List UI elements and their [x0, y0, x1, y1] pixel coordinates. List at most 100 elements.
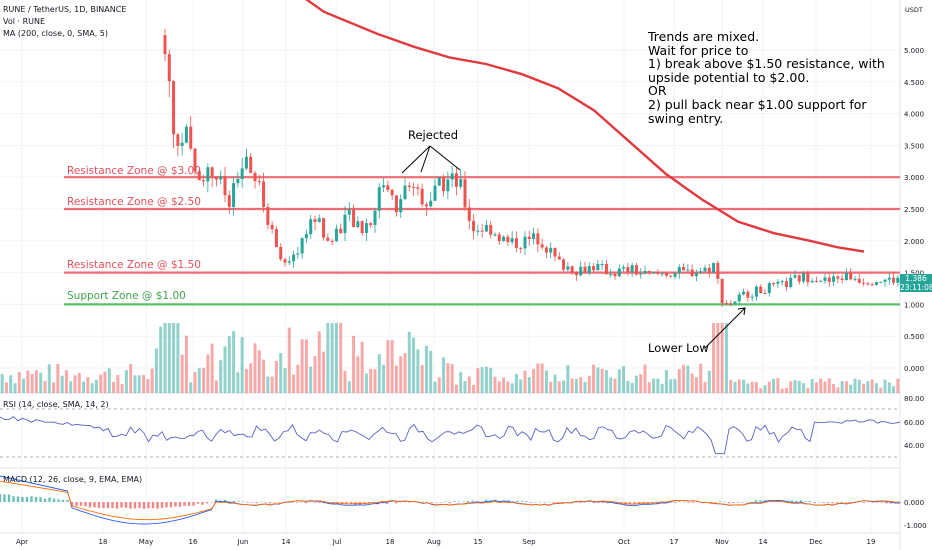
- macd-histogram-bar: [124, 502, 128, 508]
- volume-bar: [690, 373, 694, 393]
- macd-histogram-bar: [862, 502, 866, 503]
- callout-arrows: [401, 145, 746, 349]
- volume-bar: [767, 381, 771, 393]
- volume-bar: [437, 377, 441, 393]
- candle-body: [797, 275, 801, 282]
- macd-histogram-bar: [57, 499, 60, 502]
- macd-histogram-bar: [349, 502, 353, 505]
- candle-body: [262, 181, 266, 207]
- macd-histogram-bar: [808, 501, 812, 502]
- candle-body: [754, 286, 758, 297]
- candle-body: [172, 81, 176, 135]
- volume-bar: [497, 381, 501, 393]
- candle-body: [557, 256, 561, 260]
- candle-body: [802, 273, 806, 282]
- candle-body: [536, 233, 540, 245]
- volume-bar: [484, 366, 488, 393]
- candle-body: [304, 234, 308, 239]
- x-tick-label: 17: [670, 538, 679, 546]
- macd-histogram-bar: [84, 502, 87, 507]
- volume-bar: [9, 375, 13, 393]
- candle-body: [424, 204, 428, 207]
- volume-bar: [292, 374, 296, 393]
- macd-histogram-bar: [795, 500, 798, 502]
- macd-histogram-bar: [192, 502, 195, 506]
- candle-body: [214, 176, 218, 180]
- candle-body: [257, 181, 261, 183]
- candle-body: [279, 247, 283, 260]
- volume-bar: [116, 375, 120, 393]
- volume-bar: [390, 340, 394, 393]
- volume-bar: [47, 364, 51, 393]
- macd-histogram-bar: [790, 500, 794, 502]
- macd-histogram-bar: [520, 501, 524, 502]
- last-price-countdown: 23:11:08: [900, 283, 932, 292]
- macd-histogram-bar: [840, 501, 843, 503]
- macd-histogram-bar: [651, 502, 654, 503]
- volume-bar: [257, 350, 261, 393]
- candle-body: [772, 283, 776, 285]
- volume-bar: [347, 381, 351, 393]
- volume-bar: [802, 383, 806, 393]
- macd-histogram-bar: [754, 500, 758, 502]
- volume-bar: [343, 370, 347, 393]
- candle-body: [330, 240, 334, 242]
- candle-body: [394, 195, 398, 213]
- volume-bar: [784, 387, 788, 393]
- candle-body: [467, 207, 471, 221]
- volume-bar: [514, 373, 518, 393]
- macd-histogram-bar: [277, 502, 281, 503]
- volume-bar: [716, 323, 720, 393]
- volume-bar: [724, 323, 728, 393]
- candle-body: [163, 35, 167, 55]
- candle-body: [493, 234, 497, 236]
- volume-bar: [313, 356, 317, 393]
- macd-pane: [0, 475, 902, 525]
- candle-body: [879, 281, 883, 283]
- candle-body: [364, 223, 368, 233]
- volume-bar: [107, 368, 111, 393]
- candle-body: [244, 156, 248, 169]
- rsi-tick-label: 60.00: [904, 419, 924, 427]
- volume-bar: [754, 382, 758, 393]
- macd-histogram-bar: [16, 496, 20, 502]
- time-axis: Apr 18 May 16 Jun 14 Jul 18 Aug 15 Sep Oct 17 Nov 14 De…: [16, 538, 876, 546]
- volume-bar: [236, 372, 240, 393]
- macd-histogram-bar: [259, 501, 263, 503]
- volume-bar: [467, 376, 471, 393]
- volume-bar: [416, 349, 420, 393]
- price-tick-label: 2.500: [904, 206, 924, 214]
- candle-body: [566, 266, 570, 270]
- macd-histogram-bar: [444, 501, 447, 503]
- volume-bar: [266, 376, 270, 393]
- candle-body: [377, 187, 381, 211]
- volume-bar: [167, 323, 171, 393]
- macd-histogram-bar: [889, 502, 893, 504]
- volume-bar: [806, 388, 810, 393]
- price-candles: [163, 28, 900, 307]
- volume-bar: [836, 387, 840, 393]
- x-tick-label: 18: [386, 538, 395, 546]
- candle-body: [853, 278, 857, 280]
- volume-bar: [82, 381, 86, 393]
- volume-bar: [579, 377, 583, 393]
- volume-bar: [369, 368, 373, 393]
- volume-bar: [887, 382, 891, 393]
- volume-bar: [669, 379, 673, 393]
- macd-histogram-bar: [340, 502, 344, 505]
- candle-body: [664, 273, 668, 276]
- volume-bar: [896, 378, 900, 393]
- candle-body: [673, 273, 677, 277]
- candle-body: [382, 185, 386, 188]
- volume-bar: [587, 375, 591, 393]
- candle-body: [686, 269, 690, 271]
- macd-histogram-bar: [3, 494, 6, 502]
- volume-bar: [420, 365, 424, 393]
- macd-histogram-bar: [817, 501, 821, 503]
- candle-body: [317, 218, 321, 222]
- candle-body: [437, 177, 441, 186]
- macd-histogram-bar: [169, 502, 173, 508]
- candle-body: [197, 171, 201, 181]
- volume-bar: [502, 377, 506, 393]
- volume-bar: [304, 339, 308, 393]
